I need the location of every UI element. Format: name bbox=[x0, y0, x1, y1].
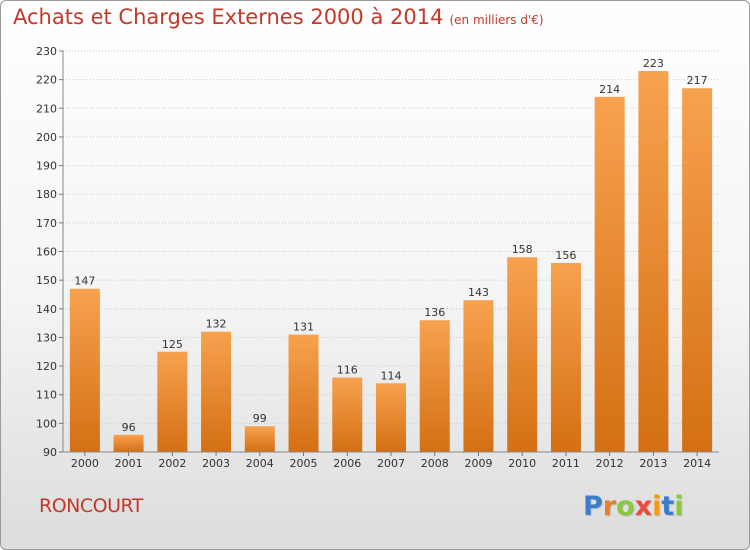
data-label: 131 bbox=[293, 321, 314, 334]
x-tick-label: 2010 bbox=[508, 457, 536, 470]
x-tick-label: 2014 bbox=[683, 457, 711, 470]
brand-letter: x bbox=[634, 491, 653, 522]
y-tick-label: 110 bbox=[36, 389, 57, 402]
x-tick-label: 2003 bbox=[202, 457, 230, 470]
bar bbox=[463, 300, 494, 452]
data-label: 125 bbox=[162, 338, 183, 351]
brand-letter: i bbox=[674, 491, 684, 522]
chart-title: Achats et Charges Externes 2000 à 2014 (e… bbox=[13, 5, 544, 29]
axes: 90 100 110 120 130 140 150 160 170 180 190 200 210 22… bbox=[36, 45, 719, 470]
y-tick-label: 140 bbox=[36, 303, 57, 316]
bar bbox=[638, 71, 669, 453]
y-tick-label: 160 bbox=[36, 246, 57, 259]
chart-unit: (en milliers d'€) bbox=[449, 13, 544, 27]
y-tick-label: 190 bbox=[36, 160, 57, 173]
x-tick-label: 2007 bbox=[377, 457, 405, 470]
data-label: 116 bbox=[337, 364, 358, 377]
x-tick-label: 2005 bbox=[290, 457, 318, 470]
x-tick-label: 2011 bbox=[552, 457, 580, 470]
x-tick-label: 2012 bbox=[596, 457, 624, 470]
brand-letter: o bbox=[616, 491, 635, 522]
bar bbox=[332, 377, 363, 452]
bar bbox=[594, 96, 625, 452]
y-tick-label: 200 bbox=[36, 131, 57, 144]
y-tick-label: 120 bbox=[36, 360, 57, 373]
y-tick-label: 150 bbox=[36, 274, 57, 287]
x-tick-label: 2000 bbox=[71, 457, 99, 470]
y-tick-label: 170 bbox=[36, 217, 57, 230]
bar bbox=[157, 351, 188, 452]
bar bbox=[550, 262, 581, 452]
bar bbox=[288, 334, 319, 452]
y-tick-label: 180 bbox=[36, 188, 57, 201]
y-tick-label: 100 bbox=[36, 417, 57, 430]
bar bbox=[113, 434, 144, 452]
data-label: 158 bbox=[512, 243, 533, 256]
x-tick-label: 2002 bbox=[158, 457, 186, 470]
bar bbox=[419, 320, 450, 452]
x-tick-label: 2004 bbox=[246, 457, 274, 470]
x-tick-label: 2013 bbox=[639, 457, 667, 470]
data-labels: 147 96 125 132 99 131 116 114 136 143 158 156 214 223… bbox=[74, 57, 707, 434]
bar bbox=[507, 257, 538, 452]
data-label: 223 bbox=[643, 57, 664, 70]
data-label: 147 bbox=[74, 275, 95, 288]
commune-name: RONCOURT bbox=[39, 495, 143, 517]
bar bbox=[376, 383, 406, 452]
data-label: 214 bbox=[599, 83, 620, 96]
data-label: 96 bbox=[122, 421, 136, 434]
data-label: 143 bbox=[468, 286, 489, 299]
x-tick-label: 2006 bbox=[333, 457, 361, 470]
y-tick-label: 90 bbox=[43, 446, 57, 459]
brand-letter: t bbox=[661, 491, 675, 522]
bar bbox=[244, 426, 275, 452]
y-tick-label: 130 bbox=[36, 331, 57, 344]
x-tick-label: 2008 bbox=[421, 457, 449, 470]
brand-letter: P bbox=[583, 491, 603, 522]
bar bbox=[201, 331, 232, 452]
y-tick-label: 220 bbox=[36, 74, 57, 87]
y-tick-label: 210 bbox=[36, 102, 57, 115]
y-tick-label: 230 bbox=[36, 45, 57, 58]
proxiti-logo: Proxiti bbox=[583, 491, 684, 522]
data-label: 217 bbox=[687, 74, 708, 87]
data-label: 99 bbox=[253, 412, 267, 425]
data-label: 132 bbox=[206, 318, 227, 331]
x-tick-label: 2001 bbox=[115, 457, 143, 470]
data-label: 156 bbox=[555, 249, 576, 262]
bar bbox=[682, 88, 713, 452]
bar bbox=[69, 288, 100, 452]
data-label: 114 bbox=[381, 369, 402, 382]
brand-letter: i bbox=[652, 491, 662, 522]
chart-title-text: Achats et Charges Externes 2000 à 2014 bbox=[13, 5, 444, 29]
x-tick-label: 2009 bbox=[464, 457, 492, 470]
data-label: 136 bbox=[424, 306, 445, 319]
bars bbox=[69, 71, 713, 453]
brand-letter: r bbox=[602, 491, 617, 522]
